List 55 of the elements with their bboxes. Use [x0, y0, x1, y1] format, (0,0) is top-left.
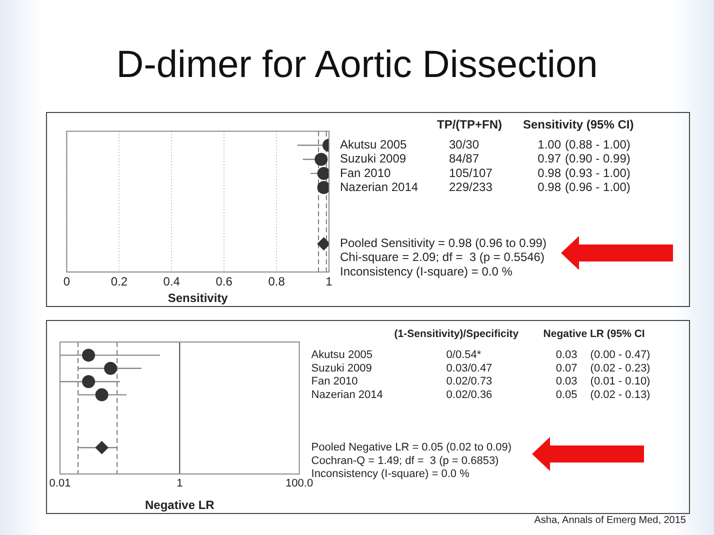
chart-title: D-dimer for Aortic Dissection: [115, 44, 599, 87]
text: 105/107: [449, 166, 493, 180]
y-tick-label: Suzuki 2009: [311, 362, 372, 374]
y-tick-label: Akutsu 2005: [340, 138, 408, 152]
text: Sensitivity (95% CI): [523, 118, 634, 132]
data-label: 0.03: [556, 376, 578, 388]
text: (1-Sensitivity)/Specificity: [394, 328, 519, 340]
data-label: 0.03: [556, 349, 578, 362]
data-label: 1.00: [538, 138, 562, 152]
text: (0.00 - 0.47): [590, 349, 650, 362]
text: 30/30: [449, 138, 480, 152]
y-tick-label: Nazerian 2014: [311, 388, 383, 401]
text: 0.02/0.73: [446, 376, 492, 388]
text: 84/87: [449, 152, 480, 166]
text: Chi-square = 2.09; df = 3 (p = 0.5546): [340, 250, 544, 264]
text: 0/0.54*: [446, 349, 482, 362]
data-label: 0.05: [556, 388, 578, 401]
x-tick-label: 1: [326, 274, 333, 289]
data-label: 0.07: [556, 362, 578, 374]
text: Inconsistency (I-square) = 0.0 %: [311, 468, 470, 480]
text: (0.93 - 1.00): [565, 166, 630, 180]
x-tick-label: 0: [63, 274, 70, 289]
text: (0.90 - 0.99): [565, 152, 630, 166]
y-tick-label: Suzuki 2009: [340, 152, 406, 166]
x-tick-label: 0.6: [216, 274, 233, 289]
text: (0.01 - 0.10): [590, 376, 650, 388]
x-tick-label: 100.0: [286, 478, 314, 490]
text: (0.02 - 0.13): [590, 388, 650, 401]
text: TP/(TP+FN): [437, 118, 502, 132]
text: Asha, Annals of Emerg Med, 2015: [534, 515, 686, 526]
text: Inconsistency (I-square) = 0.0 %: [340, 264, 513, 278]
text: 0.02/0.36: [446, 388, 492, 401]
data-label: 0.98: [538, 180, 562, 194]
text: (0.02 - 0.23): [590, 362, 650, 374]
x-tick-label: 0.4: [163, 274, 180, 289]
x-axis-title: Negative LR: [144, 498, 215, 512]
text: Cochran-Q = 1.49; df = 3 (p = 0.6853): [311, 454, 499, 467]
data-label: 0.97: [538, 152, 562, 166]
x-tick-label: 0.2: [110, 274, 128, 289]
text: Negative LR (95% CI: [543, 328, 645, 340]
x-tick-label: 0.01: [49, 478, 71, 490]
y-tick-label: Akutsu 2005: [311, 349, 372, 362]
text: 0.03/0.47: [446, 362, 492, 374]
text: (0.88 - 1.00): [565, 138, 630, 152]
data-label: 0.98: [538, 166, 562, 180]
text: (0.96 - 1.00): [565, 180, 630, 194]
x-tick-label: 1: [176, 478, 183, 490]
y-tick-label: Nazerian 2014: [340, 180, 418, 194]
x-tick-label: 0.8: [268, 274, 286, 289]
y-tick-label: Fan 2010: [340, 166, 392, 180]
x-axis-title: Sensitivity: [168, 291, 228, 306]
y-tick-label: Fan 2010: [311, 376, 358, 388]
text: 229/233: [449, 180, 493, 194]
text: Pooled Negative LR = 0.05 (0.02 to 0.09): [311, 442, 512, 454]
text: Pooled Sensitivity = 0.98 (0.96 to 0.99): [340, 236, 546, 250]
